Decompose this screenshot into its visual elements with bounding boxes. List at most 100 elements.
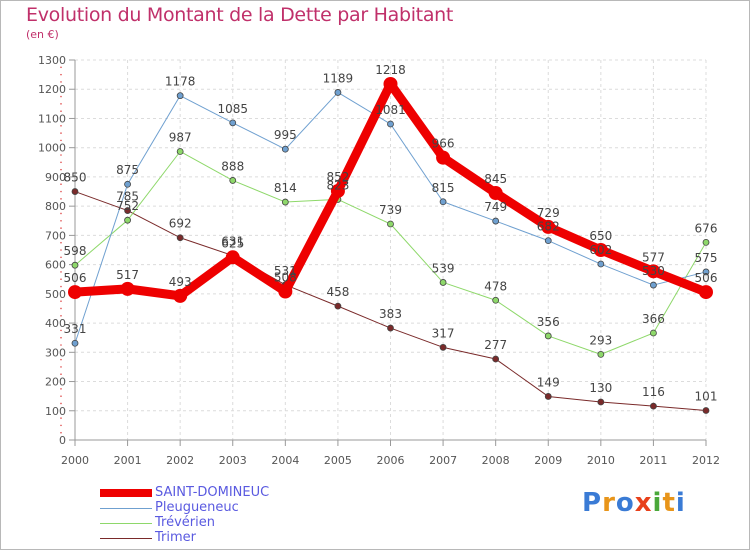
y-tick-label: 1200 <box>38 83 66 96</box>
data-point-saint-domineuc <box>278 284 293 299</box>
x-tick-label: 2000 <box>61 454 89 467</box>
data-label-saint-domineuc: 506 <box>64 271 87 285</box>
data-label-tr-v-rien: 293 <box>589 333 612 347</box>
logo-letter: P <box>582 488 603 518</box>
y-tick-label: 400 <box>45 317 66 330</box>
data-label-tr-v-rien: 739 <box>379 203 402 217</box>
data-label-saint-domineuc: 729 <box>537 206 560 220</box>
series-lines <box>68 76 713 414</box>
data-point-pleugueneuc <box>387 120 394 128</box>
data-label-saint-domineuc: 650 <box>589 229 612 243</box>
data-point-tr-v-rien <box>544 332 552 340</box>
x-tick-label: 2007 <box>429 454 457 467</box>
y-tick-label: 1300 <box>38 54 66 67</box>
legend-label: Trimer <box>155 530 196 545</box>
data-label-pleugueneuc: 1085 <box>217 102 248 116</box>
y-minor-tick <box>60 300 62 302</box>
data-point-tr-v-rien <box>439 279 447 286</box>
data-label-trimer: 130 <box>589 381 612 395</box>
data-point-tr-v-rien <box>387 220 394 228</box>
data-label-tr-v-rien: 814 <box>274 181 297 195</box>
y-minor-tick <box>60 366 62 368</box>
y-tick-label: 100 <box>45 405 66 418</box>
data-point-trimer <box>702 407 710 414</box>
data-point-tr-v-rien <box>281 198 289 206</box>
y-minor-tick <box>60 168 62 171</box>
data-label-pleugueneuc: 815 <box>432 181 455 195</box>
legend-swatch-pleugueneuc <box>100 508 152 509</box>
data-point-pleugueneuc <box>702 268 710 276</box>
data-label-pleugueneuc: 530 <box>642 264 665 278</box>
x-tick-label: 2010 <box>587 454 615 467</box>
data-point-pleugueneuc <box>229 119 237 127</box>
y-tick-label: 1000 <box>38 142 66 155</box>
x-tick-label: 2002 <box>166 454 194 467</box>
data-point-saint-domineuc <box>173 288 188 303</box>
data-label-trimer: 531 <box>274 264 297 278</box>
y-minor-tick <box>60 139 62 142</box>
logo-letter: t <box>662 488 676 518</box>
y-minor-tick <box>60 124 62 127</box>
logo-letter: o <box>615 488 635 518</box>
data-point-saint-domineuc <box>120 281 135 296</box>
data-point-pleugueneuc <box>281 145 289 153</box>
y-tick-label: 600 <box>45 259 66 272</box>
y-minor-tick <box>60 154 62 156</box>
y-minor-tick <box>60 271 62 273</box>
x-tick-label: 2008 <box>482 454 510 467</box>
data-label-pleugueneuc: 331 <box>64 322 87 336</box>
data-point-saint-domineuc <box>330 183 345 198</box>
y-minor-tick <box>60 314 62 317</box>
data-point-pleugueneuc <box>124 180 131 188</box>
data-label-tr-v-rien: 823 <box>326 178 349 192</box>
y-minor-tick <box>60 190 62 193</box>
data-label-saint-domineuc: 577 <box>642 250 665 264</box>
data-label-tr-v-rien: 752 <box>116 199 139 213</box>
data-label-tr-v-rien: 478 <box>484 279 507 293</box>
y-minor-tick <box>60 198 62 200</box>
data-point-trimer <box>439 343 447 351</box>
y-minor-tick <box>60 388 62 390</box>
y-minor-tick <box>60 307 62 310</box>
data-point-pleugueneuc <box>544 237 552 245</box>
data-label-trimer: 458 <box>326 285 349 299</box>
y-tick-label: 200 <box>45 376 66 389</box>
y-tick-label: 700 <box>45 229 66 242</box>
data-label-tr-v-rien: 366 <box>642 312 665 326</box>
data-label-saint-domineuc: 506 <box>695 271 718 285</box>
data-label-saint-domineuc: 493 <box>169 275 192 289</box>
y-minor-tick <box>60 285 62 288</box>
data-label-trimer: 317 <box>432 326 455 340</box>
y-minor-tick <box>60 336 62 339</box>
data-point-tr-v-rien <box>71 261 79 269</box>
x-tick-label: 2005 <box>324 454 352 467</box>
data-point-saint-domineuc <box>699 285 713 300</box>
data-point-pleugueneuc <box>439 198 447 206</box>
data-point-pleugueneuc <box>492 217 500 225</box>
data-label-pleugueneuc: 1081 <box>375 103 406 117</box>
data-label-trimer: 692 <box>169 217 192 231</box>
y-tick-label: 300 <box>45 346 66 359</box>
x-tick-label: 2006 <box>377 454 405 467</box>
data-labels: 850 785 692 631 531 458 383 317 277 149 130 116 101 5… <box>64 63 718 404</box>
y-tick-label: 800 <box>45 200 66 213</box>
data-label-trimer: 785 <box>116 190 139 204</box>
data-label-trimer: 116 <box>642 385 665 399</box>
y-minor-tick <box>60 66 62 69</box>
legend-label: Trévérien <box>155 515 215 530</box>
y-minor-tick <box>60 431 62 434</box>
data-point-saint-domineuc <box>646 264 661 279</box>
chart-title: Evolution du Montant de la Dette par Hab… <box>26 4 454 26</box>
data-label-saint-domineuc: 508 <box>274 271 297 285</box>
data-label-saint-domineuc: 845 <box>484 172 507 186</box>
data-point-tr-v-rien <box>124 216 131 224</box>
legend-swatch-trimer <box>100 538 152 539</box>
data-label-trimer: 383 <box>379 307 402 321</box>
data-point-saint-domineuc <box>541 219 556 234</box>
data-point-trimer <box>334 302 342 310</box>
legend-swatch-saint-domineuc <box>100 489 152 497</box>
y-minor-tick <box>60 329 62 332</box>
data-label-pleugueneuc: 682 <box>537 220 560 234</box>
x-tick-label: 2003 <box>219 454 247 467</box>
